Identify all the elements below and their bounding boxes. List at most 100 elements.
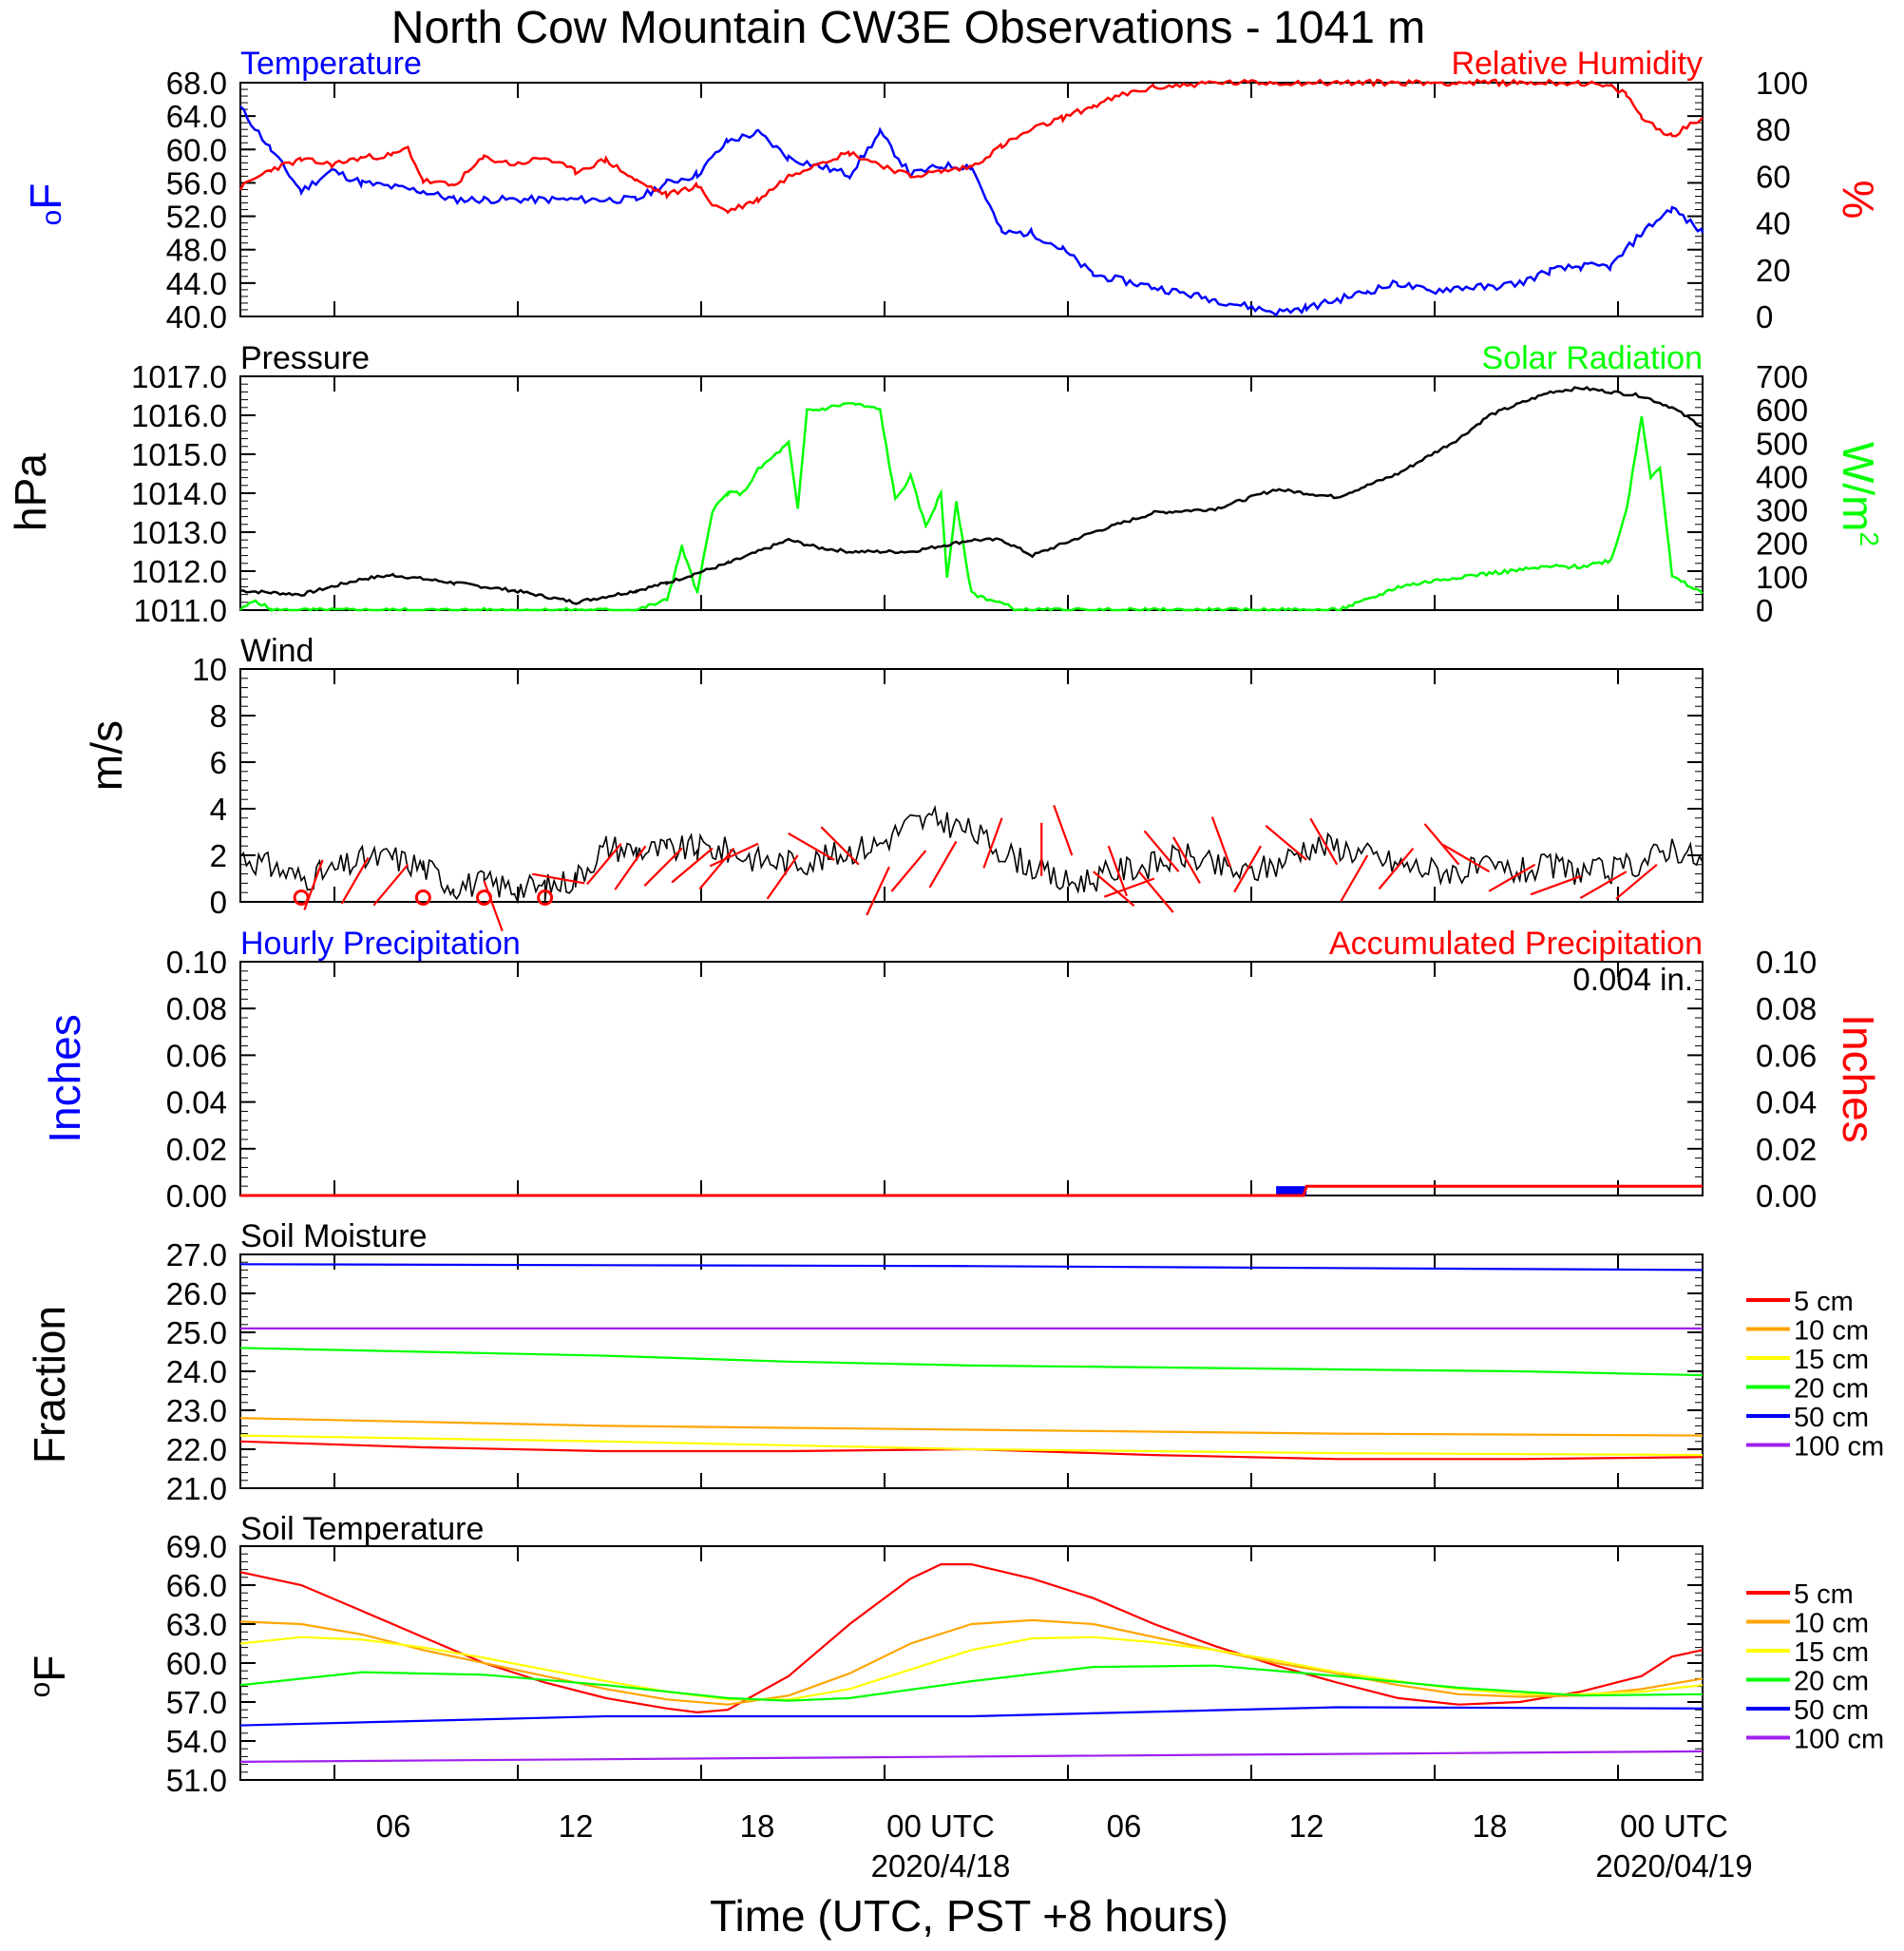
soil_temp-axis-label: oF [25,1655,74,1698]
temperature-axis-label: oF [21,183,70,226]
wind-barb [709,842,759,868]
pressure-title: Pressure [240,340,370,376]
precip-left-tick-label: 0.02 [166,1132,227,1167]
wind-left-tick-label: 8 [210,698,227,734]
calm-marker [537,889,554,907]
temp_rh-left-tick-label: 56.0 [166,165,227,201]
pressure_solar-right-tick-label: 700 [1756,359,1808,394]
temp_rh-right-tick-label: 0 [1756,299,1773,335]
soil_moisture-left-tick-label: 26.0 [166,1276,227,1311]
soil_temp-legend-label: 100 cm [1794,1725,1884,1755]
humidity-line [238,78,1704,215]
temp_rh-panel: 68.064.060.056.052.048.044.040.0 100 80 60 4… [21,46,1883,335]
temp_rh-left-tick-label: 44.0 [166,266,227,301]
calm-marker [476,889,492,907]
temp_rh-right-tick-label: 20 [1756,253,1791,288]
wind-barb [671,847,714,884]
soil_moisture-legend-label: 100 cm [1794,1432,1884,1463]
soil_temp-panel: 69.0 66.0 63.0 60.0 57.0 54.0 51.0 Soil Tempera… [25,1511,1884,1798]
soil_moisture-line-15cm [239,1434,1704,1457]
soil_temp-left-tick-label: 57.0 [166,1685,227,1720]
wind-barb [532,872,585,885]
pressure_solar-right-tick-label: 500 [1756,426,1808,461]
soil_temp-title: Soil Temperature [240,1511,484,1547]
soil_moisture-title: Soil Moisture [240,1218,428,1254]
solar-line [239,401,1704,613]
x-tick-label: 18 [1473,1808,1508,1844]
soil_temp-legend-label: 50 cm [1794,1695,1869,1726]
soil_temp-legend-label: 20 cm [1794,1667,1869,1697]
pressure_solar-left-tick-label: 1017.0 [131,359,227,394]
soil_moisture-legend-label: 50 cm [1794,1403,1869,1433]
wind-barb [820,826,860,866]
precip-right-tick-label: 0.02 [1756,1132,1817,1167]
pressure_solar-right-tick-label: 100 [1756,560,1808,595]
soil_temp-line-50cm [239,1706,1704,1727]
hourly-precip-title: Hourly Precipitation [240,926,521,962]
time-axis-labels: 06 12 18 00 UTC 06 12 18 00 UTC 2020/4/18 2020/04… [376,1808,1753,1884]
soil_moisture-left-tick-label: 24.0 [166,1354,227,1389]
temp_rh-right-tick-label: 40 [1756,206,1791,241]
soil_temp-left-tick-label: 69.0 [166,1529,227,1564]
temp_rh-right-tick-label: 100 [1756,66,1808,101]
soil_temp-left-tick-label: 63.0 [166,1607,227,1642]
wind-barb [585,843,622,886]
wind-left-tick-label: 10 [192,652,227,687]
soil_temp-left-tick-label: 54.0 [166,1724,227,1759]
precip-left-tick-label: 0.06 [166,1038,227,1073]
pressure_solar-panel: 1017.0 1016.0 1015.0 1014.0 1013.0 1012.0 1011… [6,340,1884,628]
x-date-label: 2020/4/18 [871,1848,1011,1884]
pressure_solar-left-tick-label: 1013.0 [131,515,227,550]
wind-barb [1143,830,1180,872]
soil_moisture-left-tick-label: 27.0 [166,1237,227,1272]
pressure_solar-right-tick-label: 0 [1756,593,1773,628]
temp_rh-left-tick-label: 64.0 [166,99,227,134]
soil_temp-legend-label: 5 cm [1794,1579,1854,1610]
temp_rh-left-tick-label: 48.0 [166,233,227,268]
wind-title: Wind [240,633,314,669]
temp_rh-left-tick-label: 52.0 [166,200,227,235]
soil_moisture-legend-label: 15 cm [1794,1345,1869,1375]
wind-barb [1210,816,1232,868]
precip-left-tick-label: 0.00 [166,1178,227,1214]
precip-left-tick-label: 0.10 [166,945,227,980]
soil_moisture-line-10cm [239,1417,1704,1437]
x-tick-label: 00 UTC [1620,1808,1728,1844]
wind-barb [1053,805,1074,856]
precip-right-axis-label: Inches [1834,1014,1883,1143]
wind-axis-label: m/s [82,720,131,791]
wind-barb [1530,875,1582,896]
precip-right-tick-label: 0.10 [1756,945,1817,980]
pressure_solar-left-tick-label: 1014.0 [131,476,227,511]
accum-precip-title: Accumulated Precipitation [1329,926,1703,962]
precip-panel: 0.10 0.08 0.06 0.04 0.02 0.00 0.10 0.08 0.06 0.04… [40,926,1883,1214]
wind-barb [340,856,370,905]
x-tick-label: 06 [376,1808,411,1844]
soil_moisture-panel: 27.0 26.0 25.0 24.0 23.0 22.0 21.0 Soil Moistur… [25,1218,1884,1506]
accum-total-label: 0.004 in. [1572,962,1693,997]
soil_temp-line-20cm [239,1664,1704,1702]
unit-tspan: F [25,1655,74,1682]
wind-barb [1309,817,1339,866]
pressure_solar-right-tick-label: 300 [1756,493,1808,528]
soil_moisture-left-tick-label: 22.0 [166,1432,227,1467]
temp_rh-left-tick-label: 68.0 [166,66,227,101]
wind-left-tick-label: 4 [210,792,227,827]
soil_moisture-line-20cm [239,1347,1704,1377]
pressure_solar-left-tick-label: 1016.0 [131,398,227,433]
soil_temp-line-10cm [239,1618,1704,1706]
soil_temp-line-15cm [239,1635,1704,1701]
x-tick-label: 06 [1107,1808,1142,1844]
precip-right-tick-label: 0.06 [1756,1038,1817,1073]
soil_temp-left-tick-label: 66.0 [166,1568,227,1603]
calm-marker [293,889,310,907]
soil_temp-line-100cm [239,1750,1704,1763]
x-axis-label: Time (UTC, PST +8 hours) [710,1891,1228,1941]
precip-left-tick-label: 0.04 [166,1085,227,1120]
wind-barb [1172,836,1201,884]
temp_rh-right-tick-label: 80 [1756,112,1791,147]
pressure_solar-frame [239,375,1704,611]
soil_temp-frame [239,1545,1704,1781]
soil_moisture-axis-label: Fraction [25,1306,74,1463]
temp_rh-left-tick-label: 40.0 [166,299,227,335]
